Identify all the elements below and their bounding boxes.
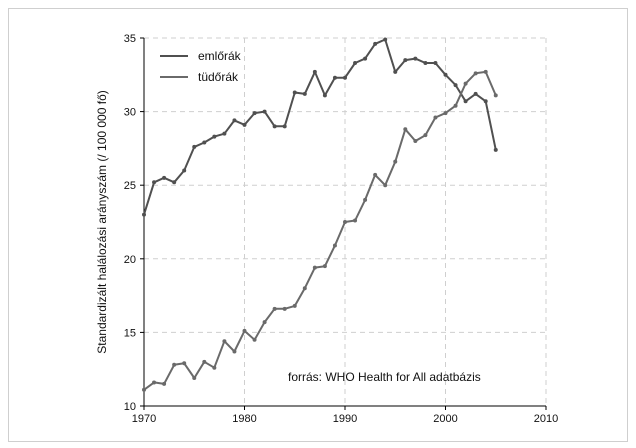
data-point [463,81,468,86]
data-point [332,243,337,248]
data-point [403,58,408,63]
data-point [423,61,428,66]
source-annotation: forrás: WHO Health for All adatbázis [288,370,481,384]
series-layer [142,37,498,392]
data-point [493,147,498,152]
data-point [262,320,267,325]
data-point [393,159,398,164]
legend: emlőrák tüdőrák [160,49,242,84]
y-tick-label: 30 [124,107,136,119]
series-line-2 [143,70,497,391]
x-tick-label: 1980 [232,413,256,425]
data-point [423,133,428,138]
data-point [473,71,478,76]
data-point [322,93,327,98]
data-point [262,109,267,114]
data-point [152,380,157,385]
data-point [212,365,217,370]
data-point [302,286,307,291]
data-point [242,122,247,127]
data-point [192,144,197,149]
data-point [312,69,317,74]
x-tick-label: 1970 [132,413,156,425]
x-tick-label: 2010 [534,413,558,425]
data-point [353,61,358,66]
data-point [483,69,488,74]
data-point [182,168,187,173]
x-tick-label: 2000 [433,413,457,425]
data-point [282,306,287,311]
data-point [403,127,408,132]
y-tick-label: 10 [124,401,136,413]
data-point [202,359,207,364]
data-point [222,339,227,344]
data-point [202,140,207,145]
data-point [493,93,498,98]
data-point [343,75,347,80]
data-point [343,220,347,224]
data-point [463,99,468,104]
x-tick-label: 1990 [333,413,357,425]
data-point [443,72,448,77]
data-point [282,124,287,129]
data-point [232,118,237,123]
data-point [453,103,458,108]
data-point [192,376,197,381]
data-point [383,37,388,42]
y-axis-label: Standardizált halálozási arányszám (/ 10… [95,90,109,353]
data-point [142,212,146,217]
data-point [332,75,337,80]
data-point [363,56,368,61]
data-point [232,349,237,354]
data-point [373,172,378,177]
data-point [272,306,277,311]
data-point [433,61,438,66]
data-point [292,90,297,95]
y-tick-label: 20 [124,254,136,266]
data-point [152,180,157,185]
data-point [433,115,438,120]
data-point [302,91,307,96]
data-point [312,265,317,270]
data-point [212,134,217,139]
data-point [443,111,448,116]
data-point [292,303,297,308]
y-tick-label: 25 [124,180,136,192]
data-point [322,264,327,269]
data-point [242,328,247,333]
data-point [172,362,177,367]
y-tick-label: 35 [124,33,136,45]
data-point [222,131,227,136]
data-point [473,91,478,96]
data-point [353,218,358,223]
data-point [413,56,418,61]
series-line-1 [143,38,497,215]
data-point [413,139,418,144]
data-point [373,41,378,46]
data-point [182,361,187,366]
data-point [272,124,277,129]
data-point [383,183,388,188]
data-point [252,337,257,342]
legend-label: tüdőrák [198,70,239,84]
data-point [172,180,177,185]
data-point [162,175,167,180]
data-point [162,381,167,386]
data-point [252,111,257,116]
data-point [363,197,368,202]
data-point [483,99,488,104]
y-tick-label: 15 [124,327,136,339]
data-point [142,387,146,392]
axes: 10 15 20 25 30 35 1970 1980 1990 2000 2010 [124,33,558,425]
legend-label: emlőrák [198,49,242,63]
data-point [453,83,458,88]
data-point [393,69,398,74]
